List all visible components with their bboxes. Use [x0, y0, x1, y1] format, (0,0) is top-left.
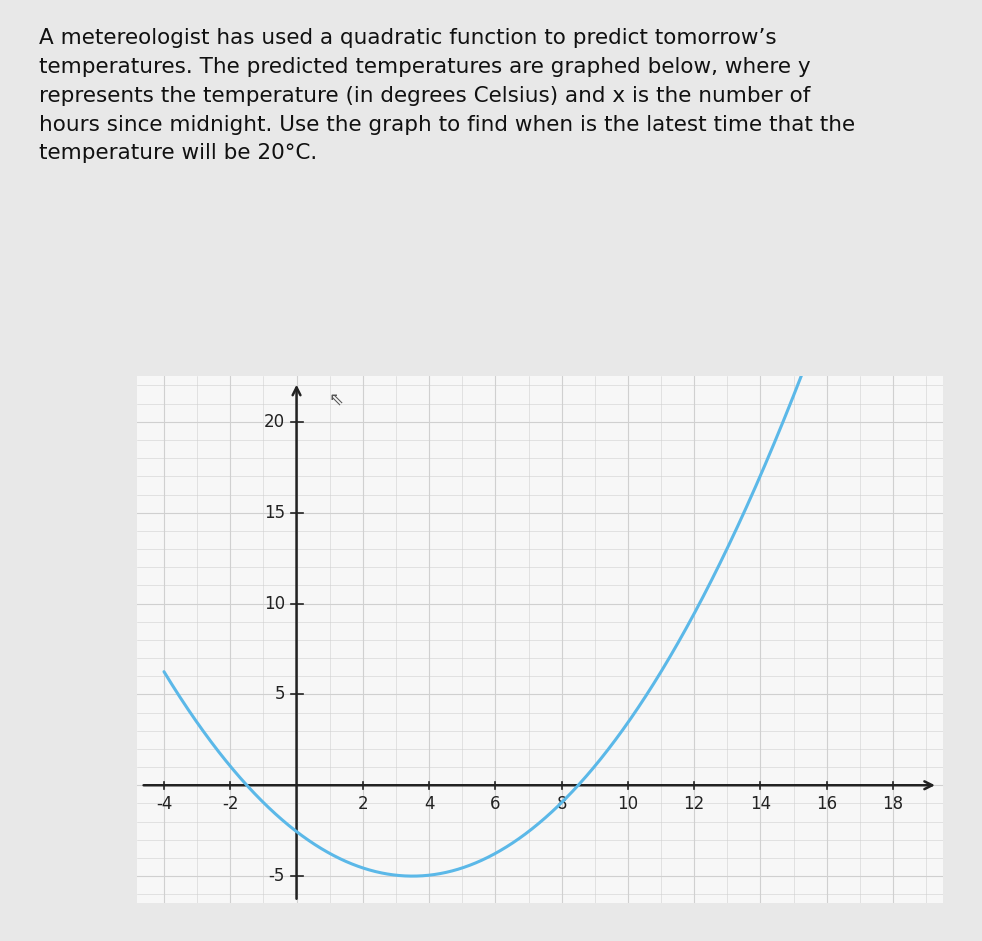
Text: 14: 14: [750, 795, 771, 813]
Text: 18: 18: [883, 795, 903, 813]
Text: 8: 8: [557, 795, 567, 813]
Text: 4: 4: [424, 795, 434, 813]
Text: -5: -5: [268, 867, 285, 885]
Text: 2: 2: [357, 795, 368, 813]
Text: 12: 12: [683, 795, 705, 813]
Text: -2: -2: [222, 795, 239, 813]
Text: 6: 6: [490, 795, 501, 813]
Text: ⇖: ⇖: [329, 391, 344, 409]
Text: -4: -4: [156, 795, 172, 813]
Text: 20: 20: [264, 413, 285, 431]
Text: 10: 10: [618, 795, 638, 813]
Text: 16: 16: [816, 795, 838, 813]
Text: 5: 5: [274, 685, 285, 703]
Text: 15: 15: [264, 503, 285, 521]
Text: 10: 10: [264, 595, 285, 613]
Text: A metereologist has used a quadratic function to predict tomorrow’s
temperatures: A metereologist has used a quadratic fun…: [39, 28, 855, 164]
